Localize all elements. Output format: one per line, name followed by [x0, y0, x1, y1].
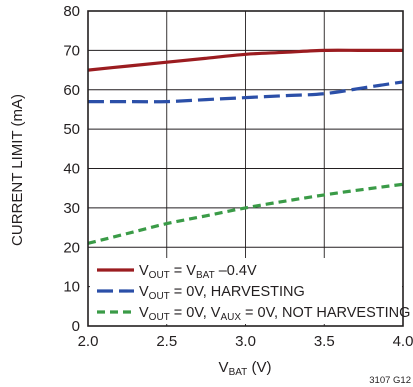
series-line-1 — [88, 80, 404, 104]
tick-labels: 0 10 20 30 40 50 60 70 80 2.0 2.5 3.0 3.5 4.0 — [63, 3, 413, 350]
legend: VOUT = VBAT –0.4V VOUT = 0V, HARVESTING VO… — [90, 258, 410, 324]
x-tick-label-4: 4.0 — [393, 333, 413, 350]
y-tick-label-7: 70 — [63, 42, 80, 59]
y-tick-label-2: 20 — [63, 239, 80, 256]
x-tick-label-3: 3.5 — [314, 333, 335, 350]
x-tick-label-1: 2.5 — [156, 333, 177, 350]
series-line-2 — [87, 182, 404, 245]
y-tick-label-4: 40 — [63, 161, 80, 178]
y-tick-label-1: 10 — [63, 279, 80, 296]
series-line-0 — [87, 48, 403, 72]
legend-background — [90, 258, 402, 324]
y-tick-label-5: 50 — [63, 121, 80, 138]
figure-code: 3107 G12 — [369, 375, 411, 386]
x-tick-label-0: 2.0 — [78, 333, 99, 350]
y-tick-label-3: 30 — [63, 200, 80, 217]
plot-frame — [87, 10, 404, 327]
x-axis-label: VBAT (V) — [219, 359, 272, 378]
legend-label-1: VOUT = 0V, HARVESTING — [139, 284, 305, 302]
y-axis-label: CURRENT LIMIT (mA) — [9, 94, 26, 246]
y-tick-label-6: 60 — [63, 82, 80, 99]
legend-label-0: VOUT = VBAT –0.4V — [139, 263, 257, 281]
x-tick-label-2: 3.0 — [235, 333, 256, 350]
y-tick-label-0: 0 — [72, 318, 80, 335]
y-tick-label-8: 80 — [63, 3, 80, 20]
series-layer — [87, 48, 404, 245]
legend-label-2: VOUT = 0V, VAUX = 0V, NOT HARVESTING — [139, 305, 410, 323]
